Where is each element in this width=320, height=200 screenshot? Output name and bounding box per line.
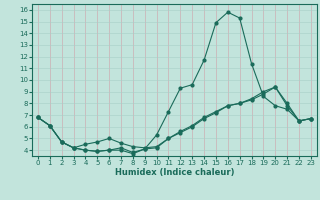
X-axis label: Humidex (Indice chaleur): Humidex (Indice chaleur) [115,168,234,177]
